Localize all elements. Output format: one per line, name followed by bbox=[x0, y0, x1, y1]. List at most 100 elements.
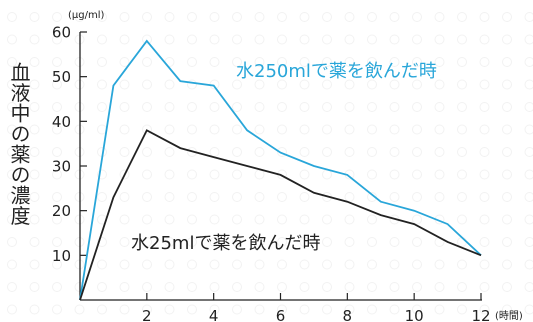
y-tick-label: 20 bbox=[52, 202, 71, 220]
y-axis-ticks: 10 20 30 40 50 60 bbox=[52, 24, 87, 265]
background-dot bbox=[502, 282, 512, 292]
background-dot bbox=[232, 57, 242, 67]
background-dot bbox=[142, 124, 152, 135]
background-dot bbox=[142, 34, 152, 45]
background-dot bbox=[209, 214, 220, 225]
background-dot bbox=[187, 79, 197, 90]
background-dot bbox=[142, 259, 152, 270]
background-dot bbox=[412, 259, 422, 270]
background-dot bbox=[209, 237, 220, 247]
background-dot bbox=[434, 169, 445, 180]
background-dot bbox=[119, 259, 130, 270]
background-dot bbox=[187, 102, 197, 112]
background-dot bbox=[412, 34, 422, 45]
background-dot bbox=[29, 192, 40, 202]
background-dot bbox=[322, 147, 332, 157]
background-dot bbox=[344, 237, 355, 247]
background-dot bbox=[7, 102, 17, 112]
background-dot bbox=[434, 79, 445, 90]
background-dot bbox=[29, 57, 40, 67]
background-dot bbox=[97, 169, 107, 180]
background-dot bbox=[164, 259, 175, 270]
background-dot bbox=[119, 169, 130, 180]
background-dot bbox=[142, 147, 152, 157]
background-dot bbox=[74, 304, 85, 315]
background-dot bbox=[502, 124, 512, 135]
background-dot bbox=[502, 34, 512, 45]
background-dot bbox=[254, 304, 265, 315]
background-dot bbox=[479, 304, 490, 315]
background-dot bbox=[232, 12, 242, 22]
background-dot bbox=[97, 304, 107, 315]
background-dot bbox=[277, 214, 287, 225]
background-dot bbox=[142, 282, 152, 292]
background-dot bbox=[457, 192, 467, 202]
background-dot bbox=[29, 79, 40, 90]
background-dot bbox=[412, 282, 422, 292]
background-dot bbox=[434, 12, 445, 22]
background-dot bbox=[52, 214, 62, 225]
background-dot bbox=[322, 282, 332, 292]
background-dot bbox=[209, 147, 220, 157]
background-dot bbox=[7, 124, 17, 135]
background-dot bbox=[434, 259, 445, 270]
background-dot bbox=[412, 304, 422, 315]
background-dot bbox=[232, 102, 242, 112]
background-dot bbox=[434, 147, 445, 157]
background-dot bbox=[457, 34, 467, 45]
background-dot bbox=[344, 34, 355, 45]
background-dot bbox=[187, 34, 197, 45]
background-dot bbox=[209, 192, 220, 202]
background-dot bbox=[412, 12, 422, 22]
x-tick-label: 12 bbox=[471, 307, 490, 322]
background-dot bbox=[457, 79, 467, 90]
background-dot bbox=[164, 304, 175, 315]
background-dot bbox=[299, 282, 310, 292]
background-dot bbox=[502, 12, 512, 22]
background-dot bbox=[187, 192, 197, 202]
background-dot bbox=[119, 304, 130, 315]
background-dot bbox=[7, 79, 17, 90]
background-dot bbox=[344, 192, 355, 202]
background-dot bbox=[299, 57, 310, 67]
background-dot bbox=[299, 102, 310, 112]
background-dot bbox=[142, 102, 152, 112]
background-dot bbox=[232, 304, 242, 315]
background-dot bbox=[322, 169, 332, 180]
background-dot bbox=[254, 34, 265, 45]
background-dot bbox=[277, 259, 287, 270]
background-dot bbox=[164, 147, 175, 157]
background-dot bbox=[52, 12, 62, 22]
background-dot bbox=[187, 304, 197, 315]
background-dot bbox=[277, 237, 287, 247]
background-dot bbox=[524, 57, 533, 67]
background-dot bbox=[367, 237, 377, 247]
background-dot bbox=[524, 147, 533, 157]
background-dot bbox=[52, 237, 62, 247]
background-dot bbox=[52, 79, 62, 90]
background-dot bbox=[434, 124, 445, 135]
background-dot bbox=[209, 34, 220, 45]
background-dot bbox=[367, 57, 377, 67]
background-dot bbox=[97, 124, 107, 135]
background-dot bbox=[142, 79, 152, 90]
background-dot bbox=[412, 214, 422, 225]
background-dot bbox=[232, 34, 242, 45]
background-dot bbox=[524, 304, 533, 315]
background-dot bbox=[187, 12, 197, 22]
background-dot bbox=[322, 34, 332, 45]
background-dot bbox=[389, 124, 400, 135]
background-dot bbox=[52, 147, 62, 157]
background-dot bbox=[232, 147, 242, 157]
background-dot bbox=[29, 34, 40, 45]
background-dot bbox=[29, 214, 40, 225]
background-dot bbox=[434, 57, 445, 67]
background-dot bbox=[524, 214, 533, 225]
background-dot bbox=[479, 79, 490, 90]
background-dot bbox=[254, 259, 265, 270]
background-dot bbox=[7, 169, 17, 180]
y-tick-label: 30 bbox=[52, 158, 71, 176]
background-dot bbox=[479, 12, 490, 22]
background-dot bbox=[322, 304, 332, 315]
background-dot bbox=[97, 12, 107, 22]
